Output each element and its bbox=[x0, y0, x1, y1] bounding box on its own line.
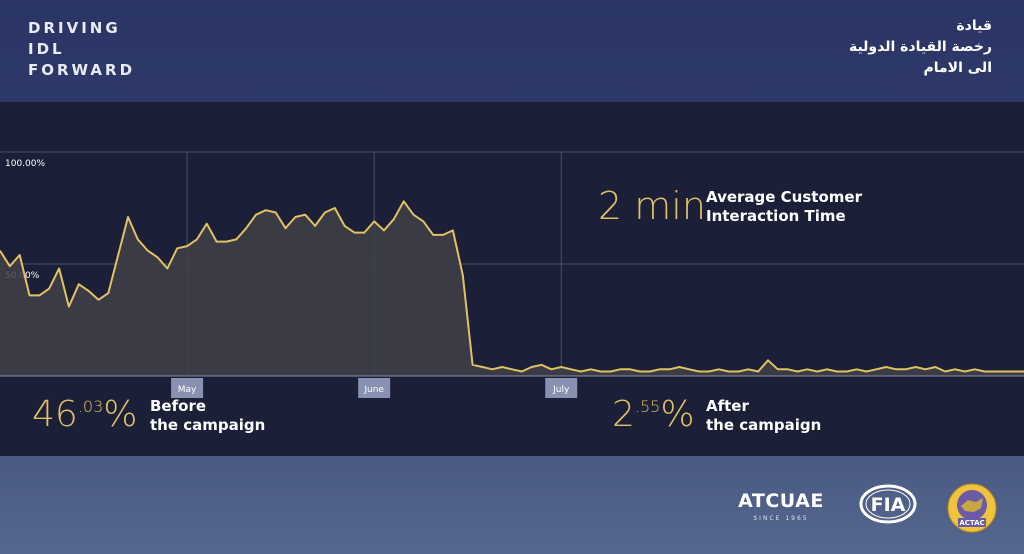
actac-logo-text: ACTAC bbox=[959, 519, 984, 527]
month-label-1: June bbox=[363, 385, 384, 395]
month-label-2: July bbox=[552, 385, 570, 395]
month-label-0: May bbox=[178, 385, 197, 395]
interaction-label-line-2: Interaction Time bbox=[706, 207, 846, 225]
before-campaign-value: 46.03% bbox=[32, 394, 137, 435]
area-fill bbox=[0, 201, 1024, 376]
series-line bbox=[0, 200, 1024, 373]
after-campaign-value: 2.55% bbox=[612, 394, 695, 435]
before-label-line-2: the campaign bbox=[150, 416, 266, 434]
before-value-decimal: .03 bbox=[77, 397, 104, 416]
after-value-unit: % bbox=[660, 394, 695, 435]
interaction-time-value: 2 min bbox=[598, 184, 706, 228]
after-value-decimal: .55 bbox=[634, 397, 661, 416]
month-tag-0 bbox=[171, 378, 204, 398]
after-campaign-label: After the campaign bbox=[706, 397, 821, 435]
before-value-main: 46 bbox=[32, 394, 78, 435]
brand-slogan-ar: قيادة رخصة القيادة الدولية الى الامام bbox=[849, 16, 992, 79]
brand-slogan-en: DRIVING IDL FORWARD bbox=[28, 18, 135, 81]
after-label-line-1: After bbox=[706, 397, 749, 415]
brand-line-1: DRIVING bbox=[28, 19, 121, 37]
before-campaign-label: Before the campaign bbox=[150, 397, 265, 435]
actac-logo: ACTAC bbox=[947, 483, 997, 533]
month-tag-1 bbox=[358, 378, 391, 398]
atcuae-logo-since: SINCE 1965 bbox=[753, 515, 809, 522]
atcuae-logo: ATCUAE SINCE 1965 bbox=[735, 490, 827, 522]
after-value-main: 2 bbox=[612, 394, 635, 435]
after-label-line-2: the campaign bbox=[706, 416, 822, 434]
fia-logo-text: FIA bbox=[871, 494, 906, 516]
brand-ar-line-2: رخصة القيادة الدولية bbox=[848, 39, 992, 55]
fia-logo: FIA bbox=[859, 484, 917, 524]
brand-ar-line-1: قيادة bbox=[956, 18, 992, 34]
before-value-unit: % bbox=[103, 394, 138, 435]
brand-line-3: FORWARD bbox=[28, 61, 136, 79]
brand-line-2: IDL bbox=[28, 40, 65, 58]
brand-ar-line-3: الى الامام bbox=[923, 60, 992, 76]
before-label-line-1: Before bbox=[150, 397, 207, 415]
month-tag-2 bbox=[545, 378, 578, 398]
interaction-label-line-1: Average Customer bbox=[706, 188, 862, 206]
interaction-time-label: Average Customer Interaction Time bbox=[706, 188, 862, 226]
y-tick-label-0: 100.00% bbox=[5, 159, 45, 169]
atcuae-logo-name: ATCUAE bbox=[738, 490, 824, 512]
